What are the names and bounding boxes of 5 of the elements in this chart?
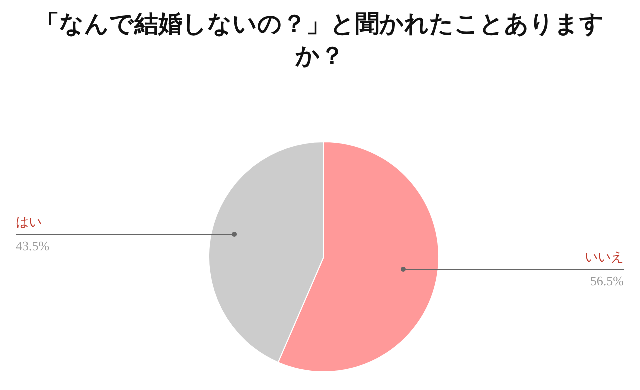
slice-label: いいえ bbox=[585, 250, 624, 266]
data-label: 56.5% bbox=[590, 273, 624, 288]
chart-title: 「なんで結婚しないの？」と聞かれたことありますか？ bbox=[34, 9, 606, 72]
data-label: 43.5% bbox=[16, 238, 50, 254]
slice-label: はい bbox=[16, 216, 42, 231]
